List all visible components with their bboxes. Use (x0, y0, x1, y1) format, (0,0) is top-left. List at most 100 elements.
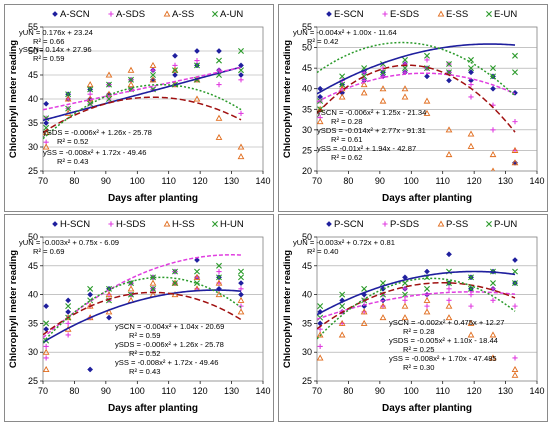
data-point (468, 292, 474, 298)
x-tick-label: 70 (38, 176, 48, 186)
trendline-equation: ySDS = -0.006x² + 1.26x - 25.78 (43, 128, 152, 137)
data-point (238, 268, 244, 275)
data-point (172, 72, 178, 78)
x-tick-label: 120 (467, 176, 482, 186)
x-tick-label: 100 (130, 386, 145, 396)
x-tick-label: 100 (404, 176, 419, 186)
data-point (150, 67, 156, 73)
legend-entry: P-UN (486, 219, 517, 230)
trendline-equation: ySDS = -0.014x² + 2.77x - 91.31 (317, 126, 426, 135)
data-point (317, 354, 324, 361)
data-point (445, 302, 453, 309)
data-point (489, 151, 497, 158)
data-point (172, 52, 178, 59)
data-point (171, 279, 179, 286)
legend-label: H-SCN (60, 219, 90, 230)
data-point (339, 291, 346, 298)
trendline-equation: ySCN = -0.004x² + 1.04x - 20.69 (115, 322, 224, 331)
legend-label: P-SCN (334, 219, 364, 230)
data-point (446, 297, 452, 303)
y-tick-label: 35 (302, 104, 312, 114)
trendline-equation: ySS = -0.008x² + 1.72x - 49.46 (115, 358, 218, 367)
legend-entry: A-UN (212, 9, 243, 20)
trendline-r-squared: R² = 0.59 (33, 54, 64, 63)
data-point (105, 308, 113, 315)
data-point (64, 95, 72, 102)
trendline-equation: ySS = -0.008x² + 1.72x - 49.46 (43, 148, 146, 157)
data-point (512, 268, 518, 275)
data-point (338, 331, 346, 338)
data-point (339, 303, 346, 310)
data-point (424, 52, 430, 59)
data-point (360, 81, 368, 88)
legend-marker (326, 221, 332, 227)
legend-label: H-SS (172, 219, 195, 230)
x-tick-label: 110 (162, 386, 176, 396)
trendline-r-squared: R² = 0.62 (331, 153, 362, 162)
y-tick-label: 35 (302, 318, 312, 328)
trendline-r-squared: R² = 0.25 (403, 345, 434, 354)
data-point (512, 119, 518, 125)
legend-entry: H-SDS (108, 219, 146, 230)
y-tick-label: 40 (302, 84, 312, 94)
data-point (238, 77, 244, 83)
trendline-equation: ySDS = -0.005x² + 1.10x - 18.44 (389, 336, 498, 345)
legend-entry: E-SDS (382, 9, 419, 20)
data-point (128, 76, 134, 83)
x-tick-label: 80 (343, 176, 353, 186)
data-point (216, 82, 222, 88)
data-point (467, 319, 475, 326)
data-point (127, 66, 135, 73)
data-point (172, 67, 178, 74)
x-tick-label: 120 (467, 386, 482, 396)
y-tick-label: 25 (302, 376, 312, 386)
trendline-un (317, 41, 516, 97)
data-point (361, 285, 368, 292)
legend-entry: H-UN (212, 219, 244, 230)
data-point (237, 296, 245, 303)
data-point (423, 109, 431, 116)
y-tick-label: 45 (302, 63, 312, 73)
data-point (339, 297, 346, 304)
data-point (338, 319, 346, 326)
legend-marker (382, 11, 388, 17)
data-point (238, 48, 244, 54)
data-point (380, 73, 386, 79)
data-point (512, 52, 518, 59)
data-point (446, 251, 452, 258)
chart-panel-h: 25 30 35 40 45 50 70 80 90 100 110 120 130 140 Days af… (4, 214, 274, 422)
data-point (446, 61, 452, 68)
legend-marker (52, 11, 58, 17)
x-tick-label: 140 (255, 176, 270, 186)
x-tick-label: 90 (375, 386, 385, 396)
legend-entry: E-UN (486, 9, 517, 20)
data-point (512, 280, 518, 287)
data-point (86, 81, 94, 88)
legend-marker (437, 10, 445, 17)
data-point (491, 167, 495, 171)
trendline-equation: ySCN = -0.006x² + 1.25x - 21.34 (317, 108, 426, 117)
legend-marker (326, 11, 332, 17)
data-point (194, 257, 200, 263)
data-point (424, 73, 430, 80)
data-point (512, 303, 518, 309)
x-tick-label: 80 (343, 386, 353, 396)
x-tick-label: 120 (193, 386, 208, 396)
data-point (172, 268, 178, 275)
legend-marker (486, 11, 492, 17)
data-point (106, 314, 112, 321)
data-point (445, 314, 453, 321)
legend-label: H-UN (220, 219, 244, 230)
data-point (194, 48, 200, 54)
legend-marker (163, 10, 171, 17)
data-point (468, 303, 474, 309)
y-tick-label: 20 (302, 166, 312, 176)
trendline-r-squared: R² = 0.43 (129, 367, 160, 376)
chart-panel-e: 20 25 30 35 40 45 50 55 70 80 90 100 110 120 130 140 Day… (278, 4, 548, 212)
data-point (446, 286, 452, 292)
x-tick-label: 70 (312, 176, 322, 186)
data-point (467, 142, 475, 149)
x-tick-label: 110 (162, 176, 176, 186)
trendline-r-squared: R² = 0.28 (331, 117, 362, 126)
data-point (512, 355, 518, 361)
